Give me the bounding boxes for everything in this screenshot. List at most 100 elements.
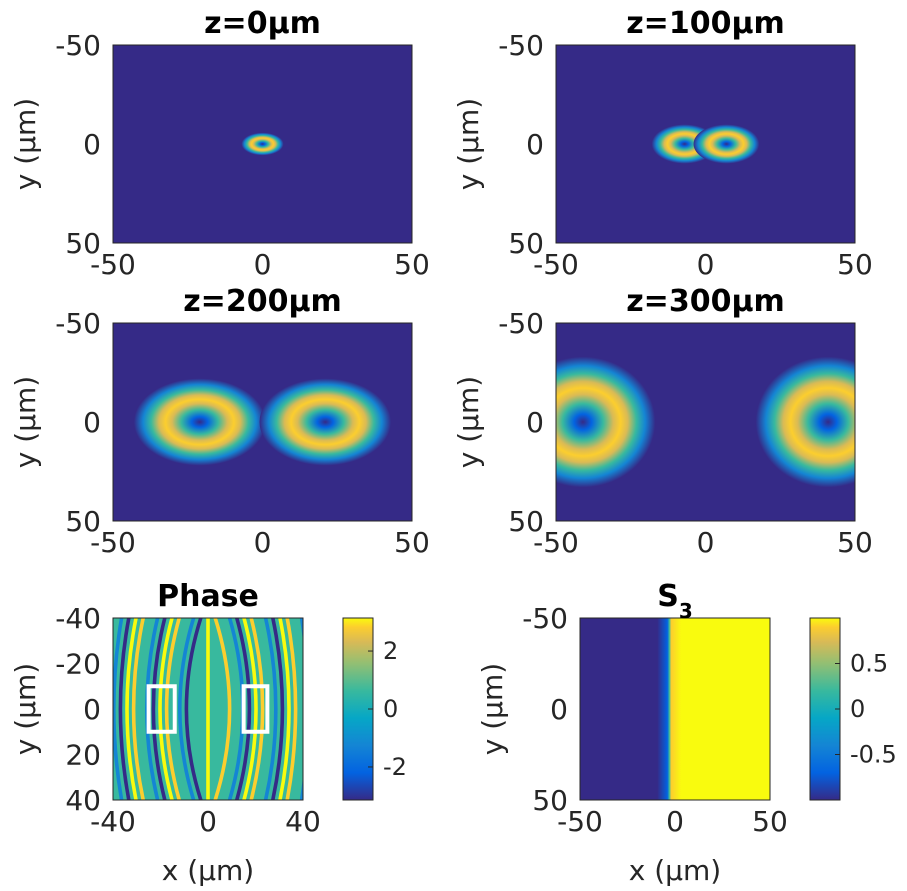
x-tick-label: 50 bbox=[837, 248, 873, 281]
highlight-box-1 bbox=[241, 684, 270, 734]
phase-stripe bbox=[54, 618, 56, 800]
panel-title-3: z=300μm bbox=[626, 284, 785, 319]
y-tick-label: 40 bbox=[65, 784, 101, 817]
y-tick-label: 50 bbox=[532, 784, 568, 817]
beam-0 bbox=[133, 378, 266, 466]
phase-stripe bbox=[338, 618, 342, 800]
y-tick-label: 0 bbox=[526, 128, 544, 161]
x-tick-label: -50 bbox=[90, 248, 136, 281]
beam-0 bbox=[241, 132, 284, 156]
y-tick-label: 0 bbox=[550, 693, 568, 726]
y-tick-label: 50 bbox=[508, 227, 544, 260]
y-tick-label: -40 bbox=[55, 602, 101, 635]
x-tick-label: 40 bbox=[285, 805, 321, 838]
x-tick-label: 50 bbox=[752, 805, 788, 838]
colorbar-tick-label: 2 bbox=[383, 637, 398, 665]
axes-frame-0 bbox=[112, 44, 413, 244]
phase-stripe bbox=[118, 618, 131, 800]
y-tick-label: 0 bbox=[83, 693, 101, 726]
colorbar-tick-label: 0 bbox=[383, 695, 398, 723]
x-axis-label-4: x (μm) bbox=[162, 854, 254, 887]
beam-1 bbox=[259, 378, 392, 466]
x-tick-label: -50 bbox=[533, 526, 579, 559]
phase-stripe bbox=[213, 618, 232, 800]
axes-frame-1 bbox=[555, 44, 856, 244]
axes-frame-3 bbox=[555, 322, 856, 522]
beam-1 bbox=[693, 124, 760, 164]
y-axis-label-0: y (μm) bbox=[9, 98, 42, 190]
y-tick-label: -50 bbox=[522, 602, 568, 635]
phase-stripe bbox=[374, 618, 376, 800]
phase-stripe bbox=[138, 618, 153, 800]
phase-stripe bbox=[131, 618, 145, 800]
phase-stripe bbox=[453, 618, 455, 800]
y-tick-label: 50 bbox=[65, 505, 101, 538]
y-tick-label: 0 bbox=[83, 128, 101, 161]
x-tick-label: -50 bbox=[557, 805, 603, 838]
phase-stripe bbox=[61, 618, 64, 800]
x-tick-label: 50 bbox=[394, 526, 430, 559]
phase-stripe bbox=[285, 618, 298, 800]
phase-stripe bbox=[271, 618, 285, 800]
plot-area-5 bbox=[580, 618, 770, 800]
plot-area-1 bbox=[556, 45, 855, 243]
phase-stripe bbox=[4, 618, 6, 800]
phase-stripe bbox=[235, 618, 252, 800]
phase-stripe bbox=[48, 618, 50, 800]
y-tick-label: 0 bbox=[526, 406, 544, 439]
panel-title-2: z=200μm bbox=[183, 284, 342, 319]
x-tick-label: 0 bbox=[666, 805, 684, 838]
phase-stripe bbox=[242, 618, 258, 800]
y-axis-label-2: y (μm) bbox=[9, 376, 42, 468]
phase-stripe bbox=[417, 618, 419, 800]
y-tick-label: -50 bbox=[55, 307, 101, 340]
s3-right-region bbox=[675, 618, 770, 800]
beam-1 bbox=[755, 356, 855, 488]
x-tick-label: -50 bbox=[90, 526, 136, 559]
phase-stripe bbox=[446, 618, 448, 800]
x-tick-label: -50 bbox=[533, 248, 579, 281]
plot-area-4 bbox=[4, 618, 455, 800]
axes-frame-4 bbox=[112, 617, 304, 801]
phase-stripe bbox=[101, 618, 108, 800]
x-tick-label: 50 bbox=[837, 526, 873, 559]
panel-title-1: z=100μm bbox=[626, 6, 785, 41]
y-tick-label: 0 bbox=[83, 406, 101, 439]
y-tick-label: 20 bbox=[65, 739, 101, 772]
phase-stripe bbox=[316, 618, 322, 800]
phase-stripe bbox=[438, 618, 440, 800]
x-tick-label: 0 bbox=[697, 526, 715, 559]
y-tick-label: 50 bbox=[508, 505, 544, 538]
x-axis-label-5: x (μm) bbox=[629, 854, 721, 887]
phase-stripe bbox=[68, 618, 72, 800]
phase-stripe bbox=[278, 618, 291, 800]
y-axis-label-4: y (μm) bbox=[9, 663, 42, 755]
phase-stripe bbox=[323, 618, 328, 800]
highlight-box-0 bbox=[146, 684, 177, 734]
phase-stripe bbox=[178, 618, 196, 800]
x-tick-label: 0 bbox=[697, 248, 715, 281]
axes-frame-5 bbox=[579, 617, 771, 801]
y-tick-label: -50 bbox=[498, 307, 544, 340]
plot-area-3 bbox=[556, 323, 855, 521]
phase-stripe bbox=[410, 618, 412, 800]
x-tick-label: -40 bbox=[90, 805, 136, 838]
phase-stripe bbox=[158, 618, 174, 800]
y-axis-label-1: y (μm) bbox=[452, 98, 485, 190]
plot-area-0 bbox=[113, 45, 412, 243]
phase-stripe bbox=[125, 618, 138, 800]
phase-stripe bbox=[164, 618, 181, 800]
panel-title-4: Phase bbox=[157, 579, 259, 614]
phase-stripe bbox=[74, 618, 78, 800]
colorbar-tick-label: 0.5 bbox=[850, 650, 888, 678]
phase-stripe bbox=[309, 618, 316, 800]
panel-title-0: z=0μm bbox=[204, 6, 321, 41]
phase-stripe bbox=[431, 618, 433, 800]
